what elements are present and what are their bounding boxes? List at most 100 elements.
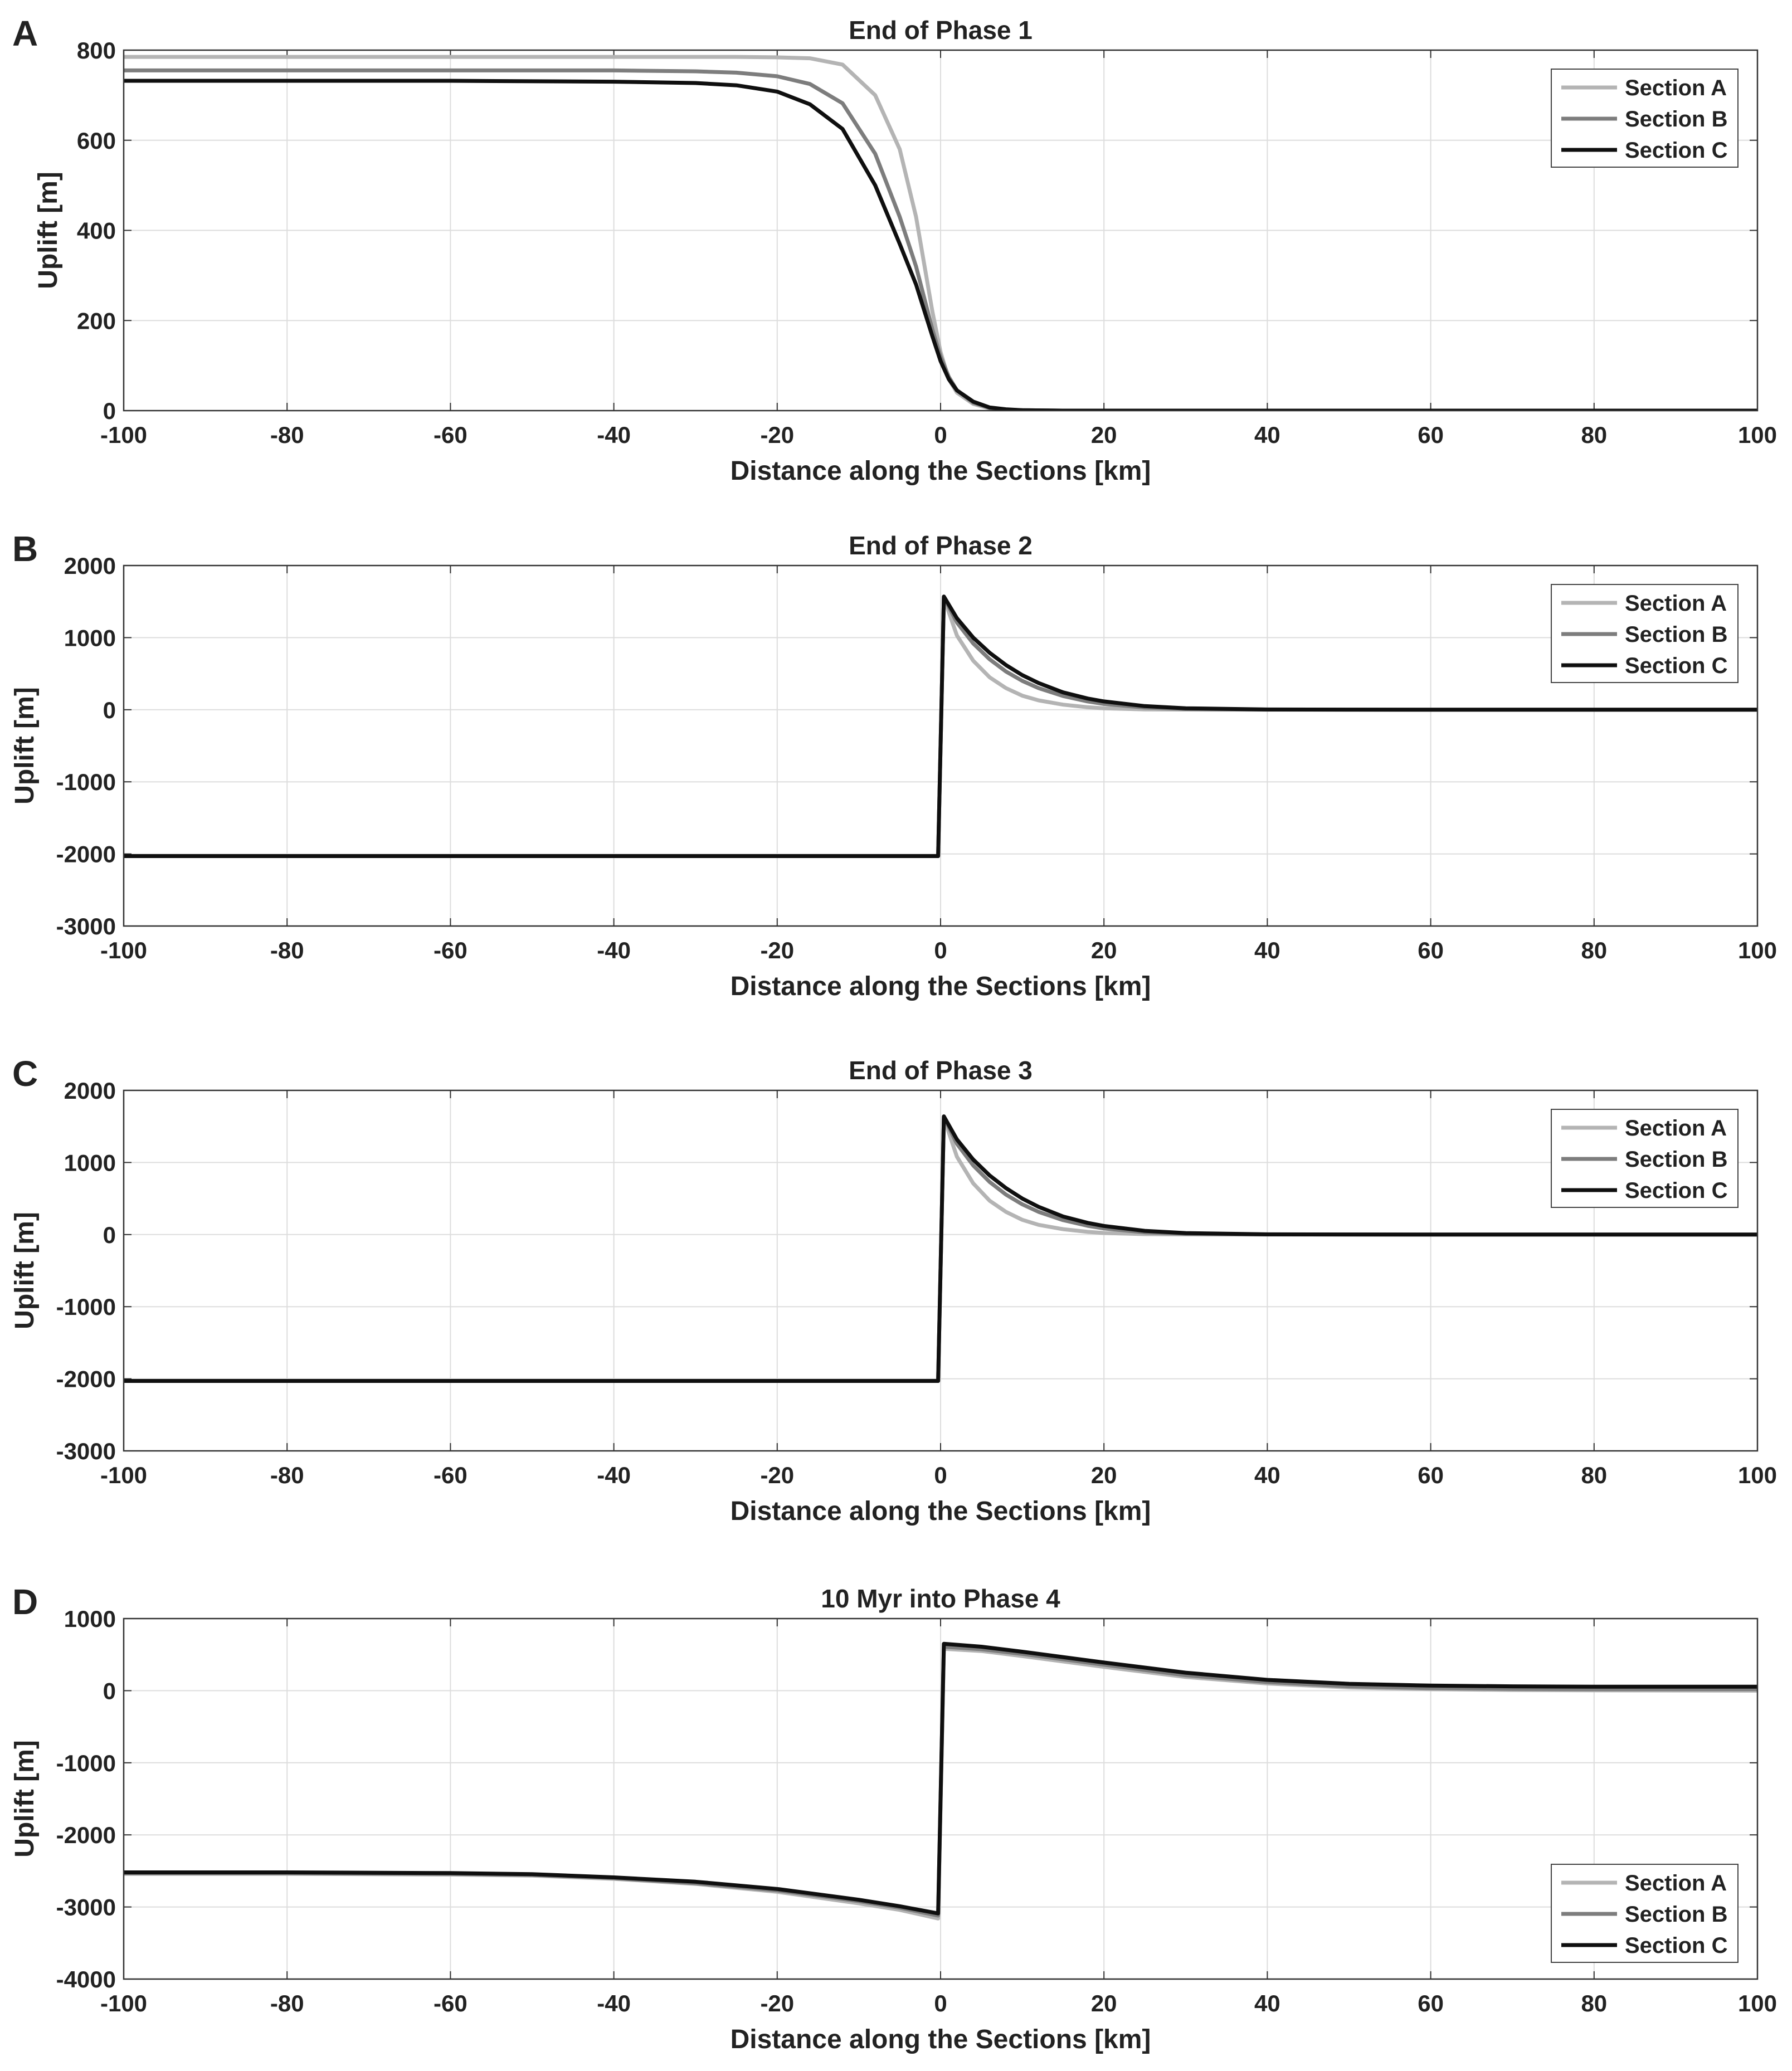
x-tick-label: 20 <box>1091 1462 1117 1488</box>
x-tick-label: 60 <box>1418 937 1444 963</box>
x-tick-label: 100 <box>1738 1462 1777 1488</box>
y-tick-label: 1000 <box>64 625 116 651</box>
y-tick-label: -3000 <box>56 1894 116 1921</box>
x-tick-label: 100 <box>1738 1990 1777 2016</box>
y-axis-label: Uplift [m] <box>10 687 40 805</box>
y-tick-label: -3000 <box>56 913 116 939</box>
panel-title: End of Phase 3 <box>849 1056 1033 1085</box>
y-tick-label: -3000 <box>56 1438 116 1464</box>
x-tick-label: 80 <box>1581 422 1607 448</box>
x-tick-label: -40 <box>597 1462 631 1488</box>
legend: Section A Section B Section C <box>1551 69 1739 168</box>
x-tick-label: 100 <box>1738 937 1777 963</box>
x-axis-label: Distance along the Sections [km] <box>731 2025 1151 2054</box>
y-tick-label: -1000 <box>56 769 116 795</box>
x-tick-label: 40 <box>1254 1462 1280 1488</box>
x-tick-label: -60 <box>434 937 468 963</box>
panel-b: -100 -80 -60 -40 -20 0 20 40 60 80 100 -3000 -2000 -1… <box>10 529 1777 1001</box>
axes-box <box>123 1617 1759 1980</box>
y-tick-label: 200 <box>77 308 116 334</box>
x-tick-label: 20 <box>1091 1990 1117 2016</box>
series-line-section-c <box>124 595 1757 858</box>
legend-label: Section B <box>1625 1147 1727 1172</box>
x-axis-label: Distance along the Sections [km] <box>731 456 1151 486</box>
y-axis-label: Uplift [m] <box>33 172 63 289</box>
x-tick-label: 0 <box>934 1990 947 2016</box>
x-tick-label: -80 <box>270 937 304 963</box>
legend: Section A Section B Section C <box>1551 1864 1739 1963</box>
axes-box <box>123 49 1759 412</box>
y-tick-label: -2000 <box>56 1366 116 1392</box>
y-tick-label: 0 <box>103 1678 116 1704</box>
x-tick-label: -20 <box>760 422 794 448</box>
y-tick-label: 1000 <box>64 1606 116 1632</box>
x-axis-label: Distance along the Sections [km] <box>731 1497 1151 1526</box>
x-tick-label: -60 <box>434 1462 468 1488</box>
axes-box <box>123 1089 1759 1452</box>
panel-title: End of Phase 2 <box>849 531 1033 560</box>
x-tick-label: -60 <box>434 1990 468 2016</box>
panel-a: -100 -80 -60 -40 -20 0 20 40 60 80 100 0 200 400 600 80… <box>12 13 1777 486</box>
x-tick-label: 40 <box>1254 937 1280 963</box>
series-line-section-c <box>124 79 1757 411</box>
x-tick-label: 60 <box>1418 422 1444 448</box>
legend-label: Section C <box>1625 1933 1727 1958</box>
x-tick-label: 80 <box>1581 1462 1607 1488</box>
legend-label: Section A <box>1625 1871 1727 1895</box>
x-tick-label: 0 <box>934 937 947 963</box>
x-tick-label: -20 <box>760 1990 794 2016</box>
x-tick-label: 60 <box>1418 1462 1444 1488</box>
x-tick-label: 80 <box>1581 1990 1607 2016</box>
legend: Section A Section B Section C <box>1551 1109 1739 1208</box>
legend-label: Section A <box>1625 591 1727 616</box>
x-tick-label: 40 <box>1254 1990 1280 2016</box>
x-tick-label: 0 <box>934 1462 947 1488</box>
x-tick-label: -80 <box>270 1990 304 2016</box>
panel-letter: D <box>12 1582 38 1622</box>
x-tick-label: -20 <box>760 937 794 963</box>
panel-letter: A <box>12 13 38 53</box>
y-axis-label: Uplift [m] <box>10 1740 40 1858</box>
x-tick-label: 20 <box>1091 937 1117 963</box>
axes-box <box>123 564 1759 927</box>
panel-c: -100 -80 -60 -40 -20 0 20 40 60 80 100 -3000 -2000 -1… <box>10 1054 1777 1526</box>
panel-d: -100 -80 -60 -40 -20 0 20 40 60 80 100 -4000 -3000 -2… <box>10 1582 1777 2054</box>
x-tick-label: -100 <box>100 937 147 963</box>
x-tick-label: -80 <box>270 422 304 448</box>
legend-label: Section B <box>1625 107 1727 131</box>
legend-label: Section A <box>1625 76 1727 100</box>
y-tick-label: 2000 <box>64 553 116 579</box>
x-tick-label: 20 <box>1091 422 1117 448</box>
legend-label: Section C <box>1625 654 1727 678</box>
x-tick-label: 100 <box>1738 422 1777 448</box>
y-axis-label: Uplift [m] <box>10 1212 40 1329</box>
legend-label: Section B <box>1625 1902 1727 1927</box>
y-tick-label: 0 <box>103 1222 116 1248</box>
y-tick-label: -1000 <box>56 1750 116 1776</box>
x-tick-label: -40 <box>597 1990 631 2016</box>
y-tick-label: 600 <box>77 128 116 154</box>
y-tick-label: -2000 <box>56 1822 116 1848</box>
y-tick-label: 2000 <box>64 1078 116 1104</box>
y-tick-label: -4000 <box>56 1966 116 1992</box>
series-line-section-c <box>124 1641 1757 1916</box>
panel-title: 10 Myr into Phase 4 <box>821 1584 1060 1613</box>
x-tick-label: -80 <box>270 1462 304 1488</box>
x-tick-label: -40 <box>597 937 631 963</box>
y-tick-label: 400 <box>77 218 116 244</box>
y-tick-label: 1000 <box>64 1149 116 1176</box>
y-tick-label: -2000 <box>56 841 116 868</box>
x-tick-label: -100 <box>100 422 147 448</box>
legend: Section A Section B Section C <box>1551 584 1739 683</box>
y-tick-label: 0 <box>103 697 116 723</box>
x-tick-label: 60 <box>1418 1990 1444 2016</box>
y-tick-label: 0 <box>103 398 116 424</box>
x-tick-label: 0 <box>934 422 947 448</box>
x-tick-label: 80 <box>1581 937 1607 963</box>
y-tick-label: -1000 <box>56 1294 116 1320</box>
x-axis-label: Distance along the Sections [km] <box>731 972 1151 1001</box>
legend-label: Section B <box>1625 622 1727 647</box>
x-tick-label: -40 <box>597 422 631 448</box>
x-tick-label: -60 <box>434 422 468 448</box>
x-tick-label: -100 <box>100 1462 147 1488</box>
